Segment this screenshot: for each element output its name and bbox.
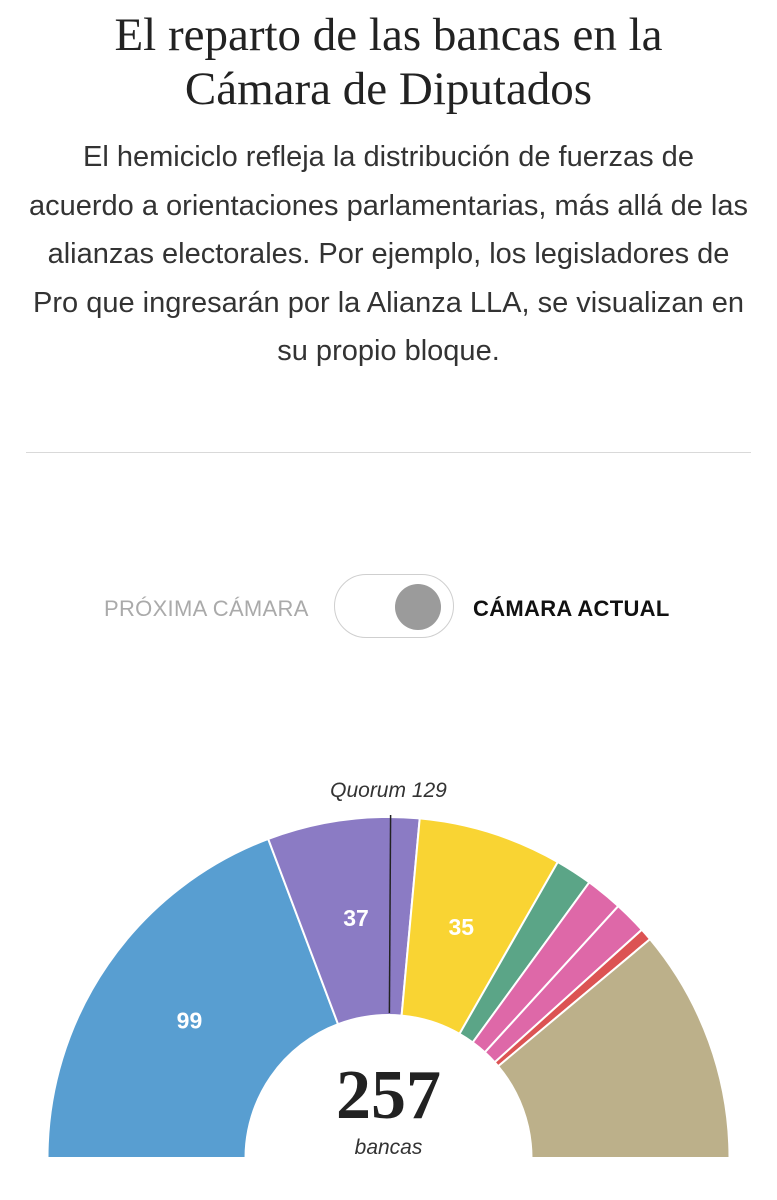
quorum-line	[388, 815, 392, 1014]
section-divider	[26, 452, 751, 453]
sector-value-label: 99	[177, 1007, 203, 1033]
hemicycle-sector-1[interactable]	[46, 837, 340, 1159]
hemicycle-chart: 99 37 35 Quorum 129 257 bancas	[0, 740, 777, 1180]
chamber-toggle-switch[interactable]	[334, 574, 454, 638]
quorum-label: Quorum 129	[330, 779, 447, 802]
toggle-label-current-chamber[interactable]: CÁMARA ACTUAL	[473, 596, 670, 621]
sector-value-label: 37	[343, 905, 369, 931]
toggle-knob	[395, 584, 441, 630]
hemicycle-value-labels: 99 37 35	[177, 905, 475, 1033]
toggle-label-next-chamber[interactable]: PRÓXIMA CÁMARA	[104, 596, 309, 621]
sector-value-label: 35	[449, 914, 475, 940]
hemicycle-svg: 99 37 35 Quorum 129 257 bancas	[46, 779, 731, 1159]
total-seats-label: bancas	[355, 1136, 423, 1159]
page-title: El reparto de las bancas en la Cámara de…	[20, 8, 757, 116]
total-seats-value: 257	[336, 1057, 441, 1134]
title-line-2: Cámara de Diputados	[184, 63, 593, 115]
title-line-1: El reparto de las bancas en la	[114, 9, 663, 61]
page-subtitle: El hemiciclo refleja la distribución de …	[29, 141, 748, 367]
hemicycle-sector-8[interactable]	[496, 937, 731, 1159]
hemicycle-sectors	[46, 816, 731, 1159]
chamber-toggle: PRÓXIMA CÁMARA CÁMARA ACTUAL	[0, 574, 777, 640]
